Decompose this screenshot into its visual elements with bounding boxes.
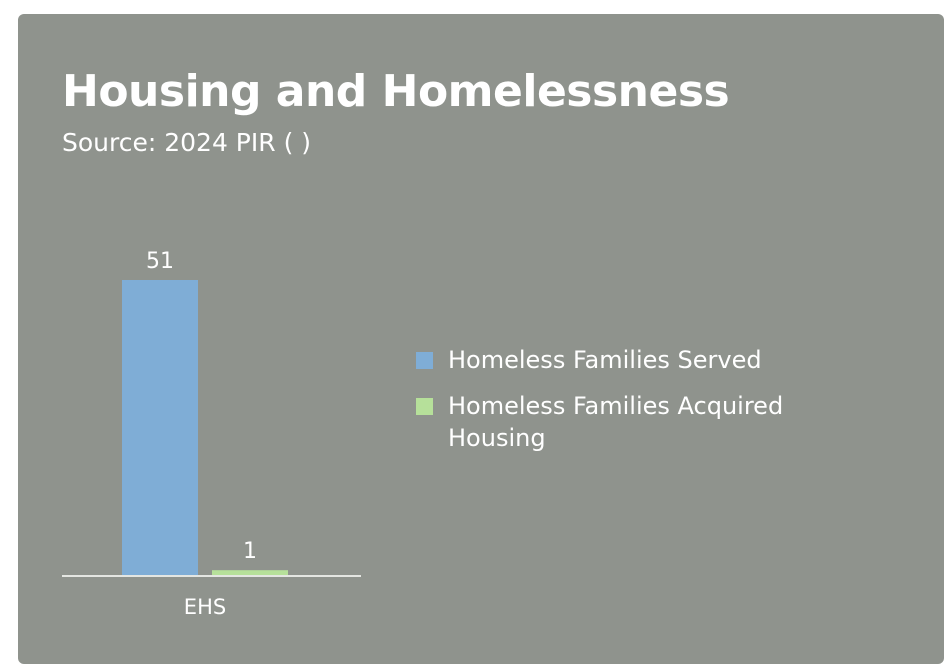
bar-chart: 51 1 EHS xyxy=(62,249,361,619)
legend-label-acquired-housing: Homeless Families Acquired Housing xyxy=(448,392,784,452)
chart-card: Housing and Homelessness Source: 2024 PI… xyxy=(18,14,944,664)
legend-swatch-acquired-housing xyxy=(416,398,433,415)
data-label-homeless-families-served: 51 xyxy=(146,249,174,274)
chart-subtitle: Source: 2024 PIR ( ) xyxy=(62,128,312,157)
data-label-homeless-families-acquired-housing: 1 xyxy=(243,539,257,564)
legend-item-served[interactable]: Homeless Families Served xyxy=(416,344,836,376)
chart-title: Housing and Homelessness xyxy=(62,66,730,117)
x-tick-label: EHS xyxy=(184,595,226,619)
legend-item-acquired-housing[interactable]: Homeless Families Acquired Housing xyxy=(416,390,836,454)
bar-homeless-families-served[interactable] xyxy=(122,280,198,576)
chart-legend: Homeless Families Served Homeless Famili… xyxy=(416,344,836,468)
bar-homeless-families-acquired-housing[interactable] xyxy=(212,570,288,576)
legend-swatch-served xyxy=(416,352,433,369)
legend-label-served: Homeless Families Served xyxy=(448,346,762,374)
